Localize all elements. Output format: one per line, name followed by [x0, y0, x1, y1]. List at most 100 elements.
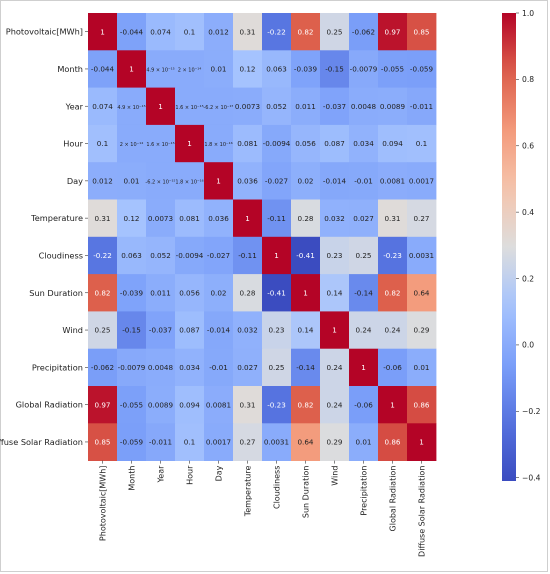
heatmap-cell: [407, 386, 437, 424]
heatmap-cell: [262, 423, 292, 461]
cell-annotation: 0.027: [237, 363, 258, 372]
heatmap-cell: [349, 199, 379, 238]
heatmap-cell: [378, 236, 408, 275]
cell-annotation: 0.01: [355, 438, 371, 447]
heatmap-cell: [233, 386, 263, 424]
heatmap-cell: [349, 124, 379, 163]
cell-annotation: -0.41: [267, 288, 286, 297]
heatmap-cell: [175, 348, 205, 387]
cell-annotation: -0.011: [149, 438, 172, 447]
heatmap-cell: [291, 311, 321, 350]
cell-annotation: 0.0089: [148, 400, 174, 409]
cell-annotation: 0.094: [179, 400, 200, 409]
heatmap-cell: [407, 236, 437, 275]
heatmap-cell: [407, 50, 437, 88]
cell-annotation: -0.014: [207, 326, 231, 335]
cell-annotation: 1: [158, 102, 163, 111]
heatmap-cell: [320, 162, 350, 200]
cell-annotation: 0.027: [353, 214, 374, 223]
heatmap-cell: [117, 13, 147, 51]
cell-annotation: 0.82: [297, 27, 313, 36]
colorbar-tick-label: 0.8: [522, 75, 534, 84]
heatmap-cell: [291, 50, 321, 88]
cell-annotation: 0.97: [94, 400, 110, 409]
cell-annotation: 0.29: [326, 438, 342, 447]
cell-annotation: 0.02: [297, 176, 313, 185]
heatmap-cell: [233, 199, 263, 238]
cell-annotation: -0.062: [352, 27, 375, 36]
cell-annotation: 4.9 × 10⁻¹⁵: [117, 105, 145, 111]
cell-annotation: 1: [361, 363, 366, 372]
cell-annotation: -6.2 × 10⁻¹⁵: [145, 179, 175, 185]
cell-annotation: -0.039: [120, 288, 144, 297]
cell-annotation: -0.15: [122, 326, 141, 335]
heatmap-cell: [175, 50, 205, 88]
heatmap-cell: [204, 13, 234, 51]
cell-annotation: 1: [187, 139, 192, 148]
colorbar: 1.0 0.8 0.6 0.4 0.2 0.0 −0.2 −0.4: [502, 9, 541, 482]
column-tick-label: Hour: [186, 465, 195, 485]
row-labels: Photovoltaic[MWh] Month Year Hour Day Tempera…: [0, 27, 88, 447]
cell-annotation: 0.64: [413, 288, 429, 297]
cell-annotation: 1: [390, 400, 395, 409]
cell-annotation: -0.044: [91, 65, 115, 74]
cell-annotation: -0.027: [265, 176, 288, 185]
heatmap-cell: [349, 348, 379, 387]
heatmap-cell: [233, 236, 263, 275]
cell-annotation: -6.2 × 10⁻¹⁵: [203, 105, 233, 111]
cell-annotation: -0.15: [325, 65, 344, 74]
cell-annotation: 0.82: [297, 400, 313, 409]
row-tick-label: Day: [67, 176, 83, 186]
cell-annotation: 0.011: [295, 102, 316, 111]
heatmap-cell: [407, 348, 437, 387]
cell-annotation: -0.06: [354, 400, 373, 409]
cell-annotation: 0.052: [150, 251, 171, 260]
heatmap-cell: [146, 311, 176, 350]
cell-annotation: -0.055: [381, 65, 404, 74]
row-tick-label: Wind: [62, 325, 83, 335]
row-tick-label: Diffuse Solar Radiation: [0, 437, 83, 447]
heatmap-cell: [407, 87, 437, 126]
heatmap-cell: [233, 311, 263, 350]
cell-annotation: 0.14: [326, 288, 342, 297]
heatmap-cell: [88, 162, 118, 200]
heatmap-cell: [291, 423, 321, 461]
cell-annotation: 0.081: [179, 214, 200, 223]
cell-annotation: 0.31: [239, 400, 255, 409]
heatmap-cell: [349, 87, 379, 126]
cell-annotation: 0.087: [324, 139, 345, 148]
column-tick-label: Sun Duration: [302, 466, 311, 519]
heatmap-cell: [291, 13, 321, 51]
heatmap-cell: [146, 50, 176, 88]
heatmap-cell: [320, 423, 350, 461]
column-tick-label: Photovoltaic[MWh]: [99, 466, 108, 541]
heatmap-cell: [262, 13, 292, 51]
heatmap-cell: [204, 386, 234, 424]
row-tick-label: Temperature: [30, 213, 83, 223]
heatmap-cell: [146, 162, 176, 200]
column-labels: Photovoltaic[MWh] Month Year Hour Day Tempera…: [99, 460, 427, 557]
heatmap-cell: [378, 124, 408, 163]
cell-annotation: 1: [100, 27, 105, 36]
cell-annotation: -0.41: [296, 251, 315, 260]
heatmap-cell: [349, 13, 379, 51]
cell-annotation: 0.24: [384, 326, 400, 335]
cell-annotation: 0.25: [268, 363, 284, 372]
cell-annotation: 0.063: [121, 251, 142, 260]
heatmap-cell: [407, 199, 437, 238]
cell-annotation: 0.1: [184, 27, 195, 36]
cell-annotation: 0.31: [94, 214, 110, 223]
heatmap-cell: [233, 348, 263, 387]
heatmap-cell: [88, 348, 118, 387]
heatmap-cell: [378, 13, 408, 51]
row-tick-label: Global Radiation: [16, 400, 83, 410]
cell-annotation: 2 × 10⁻¹⁴: [178, 68, 202, 74]
row-tick-label: Year: [65, 101, 84, 111]
heatmap-cell: [88, 87, 118, 126]
cell-annotation: 0.094: [382, 139, 403, 148]
cell-annotation: 0.82: [384, 288, 400, 297]
heatmap-cell: [204, 199, 234, 238]
heatmap-cell: [407, 274, 437, 312]
cell-annotation: 0.31: [384, 214, 400, 223]
